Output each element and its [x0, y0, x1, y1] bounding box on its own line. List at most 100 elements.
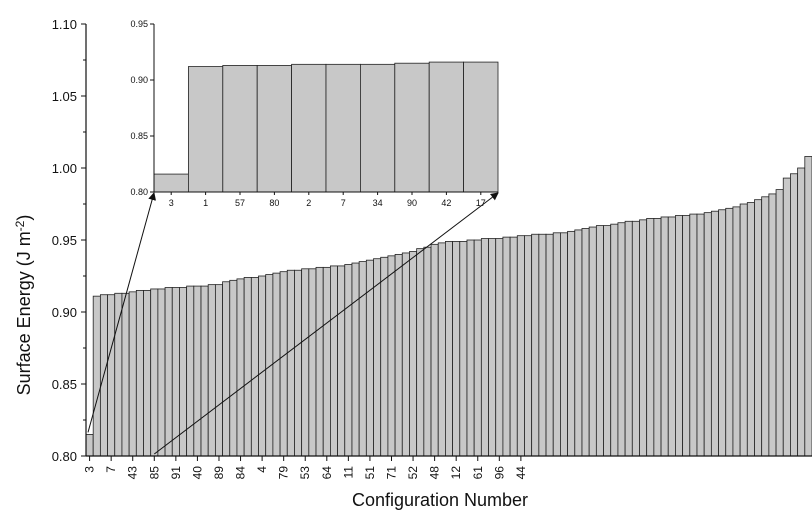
main-bar	[286, 269, 295, 457]
main-bar	[689, 213, 698, 457]
main-bar	[732, 206, 741, 457]
inset-x-ticks: 3 1 57 80 2 7 34 90 42 17	[169, 192, 486, 208]
main-bar	[739, 203, 748, 457]
x-axis-label: Configuration Number	[352, 490, 528, 510]
main-bar	[322, 266, 331, 457]
main-bar	[452, 241, 461, 457]
main-bar	[552, 232, 561, 457]
inset-axes	[153, 24, 498, 193]
inset-bar	[463, 61, 499, 193]
main-bar	[430, 243, 439, 457]
inset-bar	[256, 65, 293, 193]
zoom-arrow-right	[153, 192, 499, 455]
x-tick-label: 11	[341, 466, 355, 479]
main-bar	[150, 288, 159, 457]
x-tick-label: 4	[255, 466, 269, 473]
main-bar	[373, 258, 382, 457]
main-bar	[85, 433, 94, 457]
main-bar	[797, 167, 806, 457]
main-bar	[466, 239, 475, 457]
main-bar	[725, 207, 734, 457]
inset-x-tick-label: 80	[269, 198, 279, 208]
main-bar	[545, 233, 554, 457]
main-bar	[588, 226, 597, 457]
y-tick-label: 1.05	[52, 89, 77, 104]
main-bar	[337, 265, 346, 457]
main-bar	[250, 277, 259, 457]
main-bar	[710, 210, 719, 457]
x-tick-label: 61	[471, 466, 485, 480]
main-bar	[186, 285, 195, 457]
x-tick-label: 85	[147, 466, 161, 480]
main-bar	[660, 216, 669, 457]
main-bar	[610, 223, 619, 457]
main-bar	[329, 265, 338, 457]
main-bar	[92, 295, 101, 457]
main-bar	[761, 196, 770, 457]
main-bar	[631, 220, 640, 457]
inset-x-tick-label: 2	[306, 198, 311, 208]
main-bar	[143, 289, 152, 457]
main-bar	[193, 285, 202, 457]
main-bar	[229, 279, 238, 457]
main-bar	[279, 271, 288, 457]
main-bar-series	[85, 156, 812, 457]
inset-x-tick-label: 7	[341, 198, 346, 208]
main-bar	[754, 199, 763, 457]
x-tick-label: 53	[298, 466, 312, 480]
x-tick-label: 71	[384, 466, 398, 480]
main-bar	[308, 268, 317, 457]
x-tick-label: 64	[320, 466, 334, 480]
inset-y-tick-label: 0.90	[130, 75, 148, 85]
inset-y-ticks: 0.80 0.85 0.90 0.95	[130, 19, 154, 197]
y-tick-label: 1.10	[52, 17, 77, 32]
main-bar	[121, 292, 130, 457]
main-bar	[171, 287, 180, 457]
y-tick-label: 0.80	[52, 449, 77, 464]
main-bar	[200, 285, 209, 457]
x-tick-label: 44	[514, 466, 528, 480]
inset-x-tick-label: 34	[373, 198, 383, 208]
main-bar	[423, 246, 432, 457]
main-bar	[574, 229, 583, 457]
x-tick-label: 12	[449, 466, 463, 480]
y-tick-label: 0.95	[52, 233, 77, 248]
main-bar	[214, 284, 223, 457]
main-bar	[718, 209, 727, 457]
inset-x-tick-label: 1	[203, 198, 208, 208]
main-bar	[272, 272, 281, 457]
main-bar	[445, 241, 454, 457]
main-bar	[409, 251, 418, 457]
inset-bar	[153, 173, 189, 193]
main-bar	[107, 294, 116, 457]
inset-bar	[428, 61, 465, 193]
main-bar	[603, 225, 612, 457]
x-tick-label: 89	[212, 466, 226, 480]
inset-y-tick-label: 0.95	[130, 19, 148, 29]
main-bar	[538, 233, 547, 457]
main-bar	[480, 238, 489, 457]
inset-bar	[222, 65, 258, 193]
main-bar	[509, 236, 518, 457]
main-bar	[157, 288, 166, 457]
main-bar	[236, 278, 245, 457]
main-bar	[416, 248, 425, 457]
main-bar	[437, 242, 446, 457]
y-tick-label: 0.85	[52, 377, 77, 392]
main-bar	[315, 266, 324, 457]
main-bar	[222, 281, 231, 457]
inset-x-tick-label: 57	[235, 198, 245, 208]
zoom-arrow-left	[87, 192, 156, 433]
inset-x-tick-label: 42	[441, 198, 451, 208]
y-axis-label-text: Surface Energy (J m	[14, 231, 34, 395]
main-bar	[524, 235, 533, 457]
main-bar	[495, 238, 504, 457]
main-bar	[473, 239, 482, 457]
y-axis-label: Surface Energy (J m-2)	[13, 215, 34, 396]
main-bar	[646, 217, 655, 457]
main-y-ticks: 0.80 0.85 0.90 0.95 1.00 1.05 1.10	[52, 17, 86, 464]
main-bar	[380, 256, 389, 457]
main-bar	[135, 289, 144, 457]
y-tick-label: 0.90	[52, 305, 77, 320]
